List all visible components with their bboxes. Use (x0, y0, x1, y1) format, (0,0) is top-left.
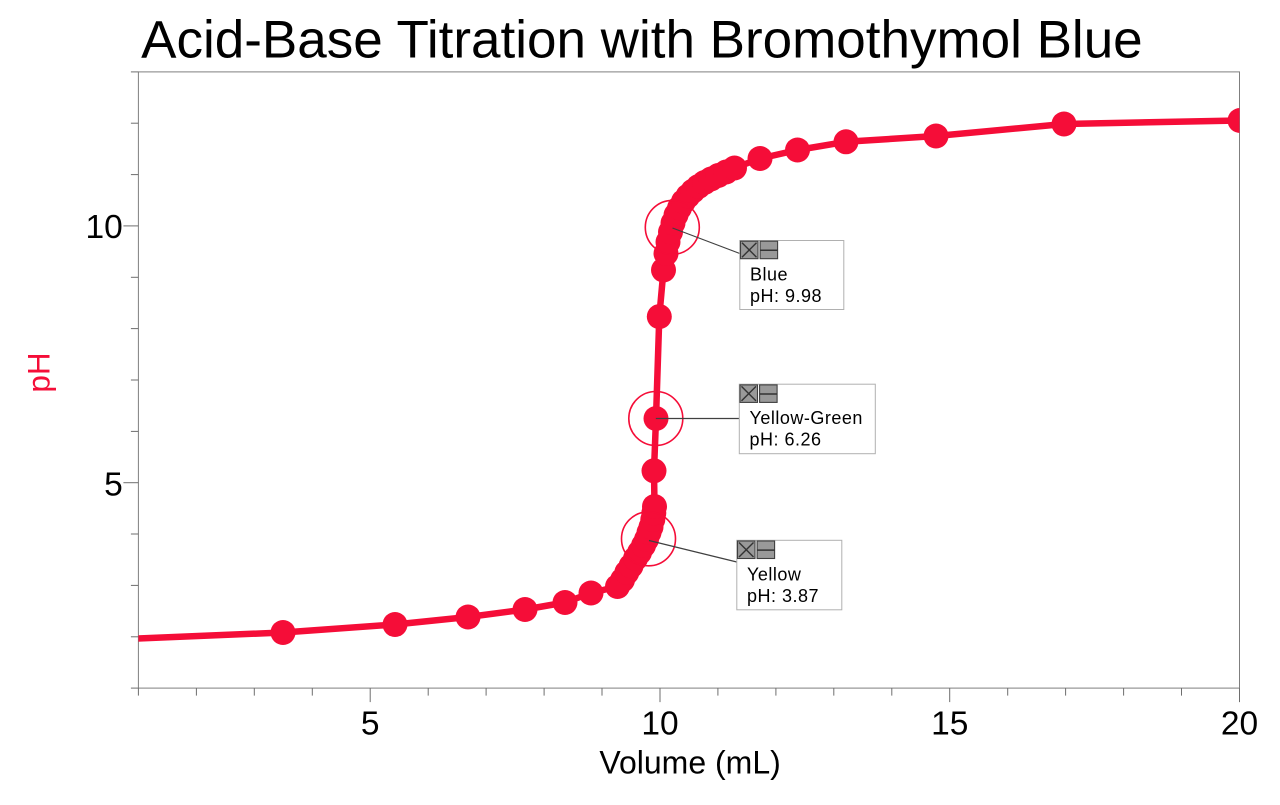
svg-text:pH: 9.98: pH: 9.98 (750, 286, 822, 306)
svg-text:Acid-Base Titration with Bromo: Acid-Base Titration with Bromothymol Blu… (141, 11, 1143, 70)
svg-text:10: 10 (641, 706, 678, 743)
svg-text:5: 5 (104, 466, 123, 503)
svg-text:pH: 6.26: pH: 6.26 (750, 430, 822, 450)
svg-text:Yellow: Yellow (747, 564, 802, 584)
svg-text:5: 5 (361, 706, 380, 743)
svg-text:pH: 3.87: pH: 3.87 (747, 586, 819, 606)
svg-text:Yellow-Green: Yellow-Green (750, 408, 863, 428)
svg-text:20: 20 (1221, 706, 1258, 743)
svg-text:15: 15 (931, 706, 968, 743)
svg-text:Blue: Blue (750, 265, 788, 285)
svg-text:10: 10 (86, 209, 123, 246)
svg-text:Volume (mL): Volume (mL) (599, 745, 780, 781)
svg-text:pH: pH (21, 352, 57, 392)
